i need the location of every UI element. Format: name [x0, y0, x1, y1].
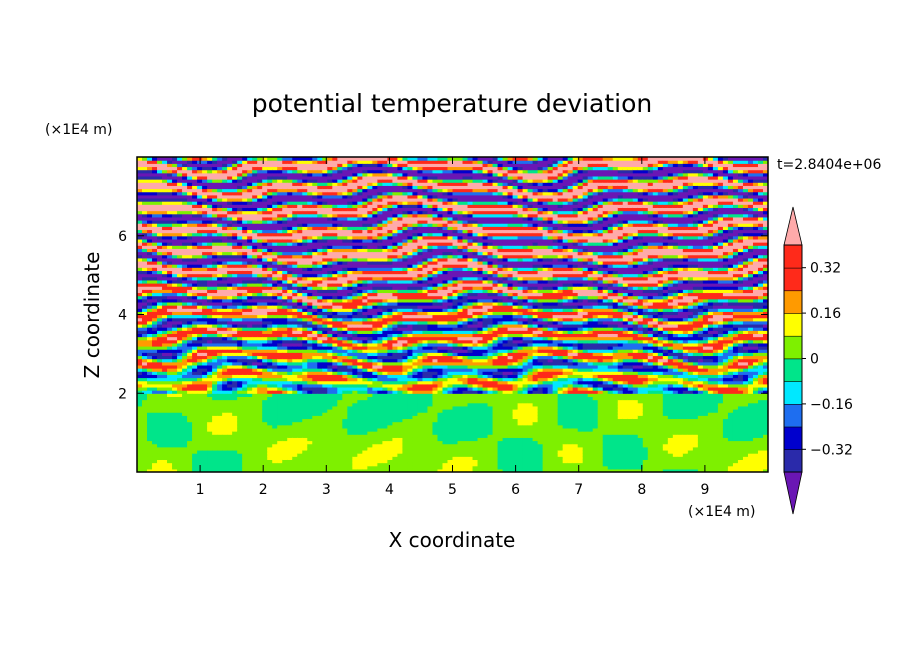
- y-unit-label: (×1E4 m): [45, 122, 112, 138]
- colorbar-segment: [783, 448, 803, 473]
- colorbar-tick-label: 0.16: [810, 306, 841, 322]
- colorbar-tick-label: 0: [810, 352, 819, 368]
- colorbar-segment: [783, 267, 803, 292]
- colorbar-segment: [783, 380, 803, 405]
- x-axis-ticks: 1 2 3 4 5 6 7 8 9: [196, 157, 709, 498]
- y-tick-label: 6: [118, 229, 127, 245]
- x-axis-label: X coordinate: [389, 528, 516, 552]
- colorbar: [783, 206, 803, 515]
- colorbar-segment: [783, 244, 803, 269]
- colorbar-segment: [783, 312, 803, 337]
- y-axis-ticks: 2 4 6: [118, 229, 768, 402]
- chart-title: potential temperature deviation: [252, 89, 652, 118]
- colorbar-segment: [783, 290, 803, 314]
- x-unit-label: (×1E4 m): [688, 504, 755, 520]
- x-tick-label: 7: [574, 482, 583, 498]
- x-tick-label: 8: [637, 482, 646, 498]
- colorbar-segment: [783, 335, 803, 360]
- colorbar-segment: [783, 426, 803, 451]
- colorbar-extend-top: [783, 206, 803, 246]
- colorbar-segment: [783, 358, 803, 382]
- y-tick-label: 2: [118, 386, 127, 402]
- x-tick-label: 6: [511, 482, 520, 498]
- colorbar-extend-bottom: [783, 471, 803, 515]
- y-tick-label: 4: [118, 308, 127, 324]
- time-label: t=2.8404e+06: [777, 157, 881, 173]
- colorbar-tick-label: 0.32: [810, 261, 841, 277]
- x-tick-label: 5: [448, 482, 457, 498]
- x-tick-label: 4: [385, 482, 394, 498]
- x-tick-label: 3: [322, 482, 331, 498]
- colorbar-tick-label: −0.32: [810, 442, 853, 458]
- x-tick-label: 9: [700, 482, 709, 498]
- colorbar-tick-labels: −0.32 −0.16 0 0.16 0.32: [802, 261, 853, 458]
- x-tick-label: 1: [196, 482, 205, 498]
- colorbar-tick-label: −0.16: [810, 397, 853, 413]
- y-axis-label: Z coordinate: [80, 252, 104, 379]
- x-tick-label: 2: [259, 482, 268, 498]
- contour-field: [137, 157, 768, 472]
- colorbar-segment: [783, 403, 803, 428]
